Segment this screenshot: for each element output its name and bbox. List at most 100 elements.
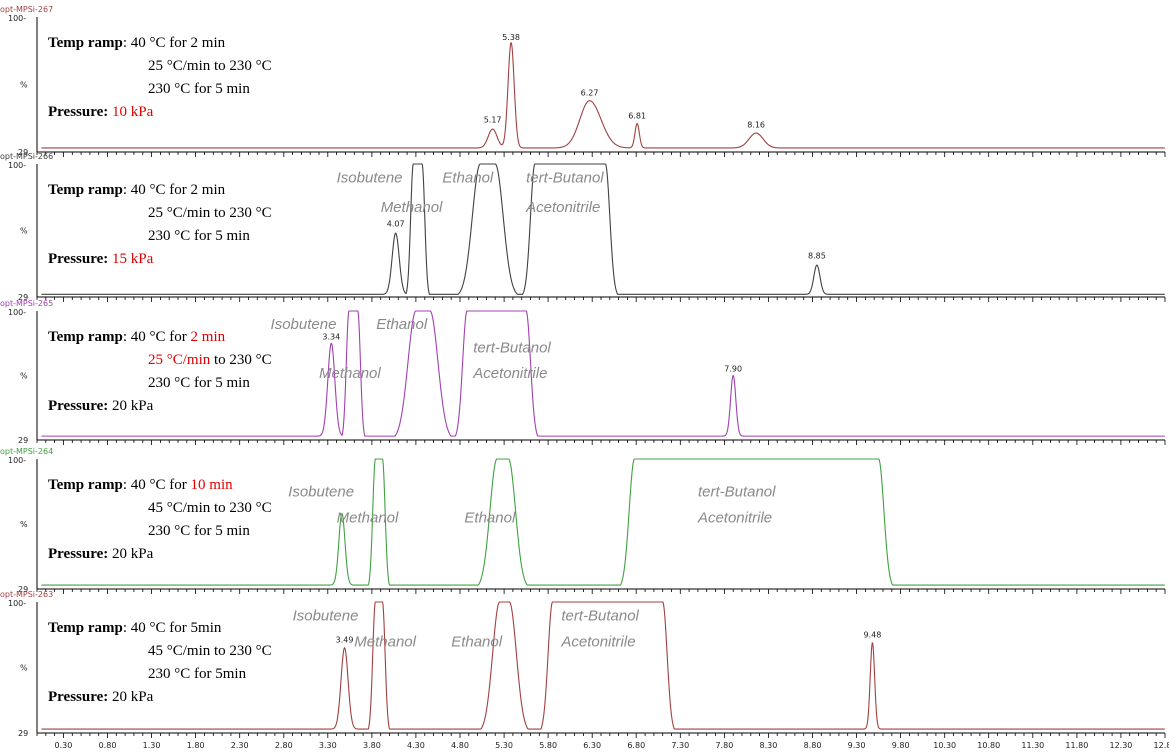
condition-run: Pressure: <box>48 251 112 267</box>
compound-label: Methanol <box>381 199 443 216</box>
compound-label: Isobutene <box>271 316 337 333</box>
condition-line: Temp ramp: 40 °C for 2 min <box>48 35 226 51</box>
condition-run: Temp ramp <box>48 329 123 345</box>
compound-label: tert-Butanol <box>473 339 551 356</box>
condition-run: 230 °C for 5min <box>148 666 247 682</box>
condition-run: : 40 °C for 2 min <box>123 182 226 198</box>
compound-label: Isobutene <box>293 607 359 624</box>
condition-run: : 40 °C for 5min <box>123 620 222 636</box>
condition-run: Temp ramp <box>48 35 123 51</box>
y-axis-top-label: 100- <box>8 599 26 608</box>
x-tick-label: 12.80 <box>1154 741 1169 750</box>
compound-label: Acetonitrile <box>525 199 600 216</box>
condition-run: Pressure: <box>48 398 112 414</box>
x-tick-label: 5.30 <box>495 741 513 750</box>
condition-line: Temp ramp: 40 °C for 2 min <box>48 182 226 198</box>
x-tick-label: 6.80 <box>627 741 645 750</box>
x-tick-label: 11.30 <box>1021 741 1044 750</box>
condition-line: Pressure: 15 kPa <box>48 251 154 267</box>
condition-run: 230 °C for 5 min <box>148 81 250 97</box>
condition-run: Pressure: <box>48 689 112 705</box>
condition-run: Temp ramp <box>48 477 123 493</box>
condition-line: 230 °C for 5 min <box>148 228 250 244</box>
x-tick-label: 7.80 <box>715 741 733 750</box>
y-axis-bottom-label: 29 <box>18 148 28 157</box>
compound-label: tert-Butanol <box>561 607 639 624</box>
condition-run: 230 °C for 5 min <box>148 375 250 391</box>
compound-label: tert-Butanol <box>698 484 776 501</box>
y-axis-percent-label: % <box>20 520 28 529</box>
compound-label: Acetonitrile <box>472 365 547 382</box>
condition-line: 230 °C for 5 min <box>148 523 250 539</box>
x-tick-label: 12.30 <box>1109 741 1132 750</box>
x-axis-ticks <box>36 297 1166 302</box>
condition-run: : 40 °C for <box>123 477 191 493</box>
condition-line: Temp ramp: 40 °C for 5min <box>48 620 222 636</box>
compound-label: Methanol <box>319 365 381 382</box>
peak-label: 8.16 <box>747 121 765 130</box>
y-axis-top-label: 100- <box>8 456 26 465</box>
condition-line: Pressure: 10 kPa <box>48 104 154 120</box>
x-tick-label: 9.80 <box>892 741 910 750</box>
y-axis-top-label: 100- <box>8 14 26 23</box>
channel-name: opt-MPSi-264 <box>0 447 53 456</box>
compound-label: Ethanol <box>442 170 494 187</box>
peak-label: 5.38 <box>502 33 520 42</box>
condition-line: Pressure: 20 kPa <box>48 398 154 414</box>
y-axis-percent-label: % <box>20 227 28 236</box>
x-tick-label: 2.80 <box>275 741 293 750</box>
peak-label: 3.34 <box>322 332 340 341</box>
condition-line: Temp ramp: 40 °C for 10 min <box>48 477 233 493</box>
condition-run: 230 °C for 5 min <box>148 523 250 539</box>
condition-run: 45 °C/min to 230 °C <box>148 643 272 659</box>
condition-line: 25 °C/min to 230 °C <box>148 58 272 74</box>
x-tick-label: 6.30 <box>583 741 601 750</box>
compound-label: Ethanol <box>451 634 503 651</box>
y-axis-bottom-label: 29 <box>18 585 28 594</box>
compound-label: Acetonitrile <box>560 634 635 651</box>
x-tick-label: 10.80 <box>977 741 1000 750</box>
channel-name: opt-MPSi-265 <box>0 299 53 308</box>
x-tick-label: 4.30 <box>407 741 425 750</box>
peak-label: 4.07 <box>387 220 405 229</box>
condition-run: 230 °C for 5 min <box>148 228 250 244</box>
condition-run: 25 °C/min to 230 °C <box>148 205 272 221</box>
trace-line <box>41 458 1165 586</box>
condition-line: 230 °C for 5min <box>148 666 247 682</box>
condition-run: Temp ramp <box>48 620 123 636</box>
y-axis-percent-label: % <box>20 664 28 673</box>
condition-line: 45 °C/min to 230 °C <box>148 500 272 516</box>
condition-run: Temp ramp <box>48 182 123 198</box>
peak-label: 9.48 <box>864 630 882 639</box>
trace-line <box>41 601 1165 730</box>
condition-line: Pressure: 20 kPa <box>48 546 154 562</box>
condition-run: 25 °C/min to 230 °C <box>148 58 272 74</box>
x-tick-label: 4.80 <box>451 741 469 750</box>
condition-run: 10 kPa <box>112 104 154 120</box>
compound-label: Ethanol <box>376 316 428 333</box>
compound-label: tert-Butanol <box>526 170 604 187</box>
condition-run: 15 kPa <box>112 251 154 267</box>
compound-label: Methanol <box>354 634 416 651</box>
x-tick-label: 3.80 <box>363 741 381 750</box>
channel-name: opt-MPSi-263 <box>0 590 53 599</box>
x-tick-label: 1.30 <box>143 741 161 750</box>
condition-run: 25 °C/min <box>148 352 211 368</box>
y-axis-top-label: 100- <box>8 161 26 170</box>
condition-line: 25 °C/min to 230 °C <box>148 205 272 221</box>
y-axis-bottom-label: 29 <box>18 293 28 302</box>
y-axis-top-label: 100- <box>8 308 26 317</box>
condition-run: 20 kPa <box>112 546 154 562</box>
peak-label: 3.49 <box>336 636 354 645</box>
condition-run: Pressure: <box>48 546 112 562</box>
peak-label: 8.85 <box>808 251 826 260</box>
compound-label: Isobutene <box>337 170 403 187</box>
x-tick-label: 0.30 <box>55 741 73 750</box>
x-tick-label: 7.30 <box>671 741 689 750</box>
condition-line: 230 °C for 5 min <box>148 81 250 97</box>
